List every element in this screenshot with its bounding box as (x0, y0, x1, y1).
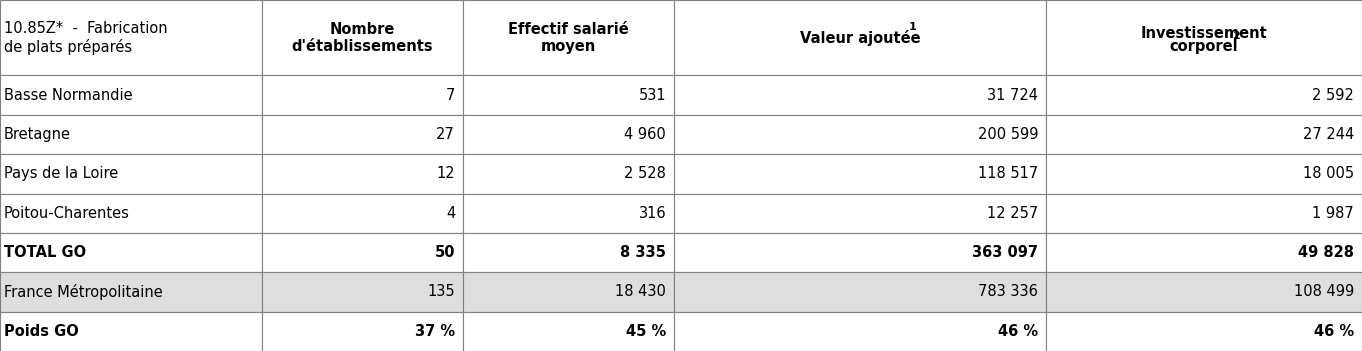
Text: 7: 7 (445, 88, 455, 102)
Text: corporel: corporel (1170, 39, 1238, 54)
Bar (0, 233, 262, 272)
Text: Nombre
d'établissements: Nombre d'établissements (291, 21, 433, 54)
Bar (463, 233, 674, 272)
Text: Bretagne: Bretagne (4, 127, 71, 142)
Bar (1046, 0, 1362, 75)
Text: France Métropolitaine: France Métropolitaine (4, 284, 162, 300)
Bar (262, 154, 463, 193)
Text: 27: 27 (436, 127, 455, 142)
Bar (463, 312, 674, 351)
Bar (463, 115, 674, 154)
Text: Valeur ajoutée: Valeur ajoutée (799, 30, 921, 46)
Bar (0, 272, 262, 312)
Bar (0, 193, 262, 233)
Bar (0, 312, 262, 351)
Text: 118 517: 118 517 (978, 166, 1038, 181)
Text: Poids GO: Poids GO (4, 324, 79, 339)
Text: 200 599: 200 599 (978, 127, 1038, 142)
Text: Pays de la Loire: Pays de la Loire (4, 166, 118, 181)
Bar (262, 115, 463, 154)
Text: Poitou-Charentes: Poitou-Charentes (4, 206, 129, 221)
Bar (463, 272, 674, 312)
Text: Investissement: Investissement (1140, 26, 1268, 40)
Text: 46 %: 46 % (998, 324, 1038, 339)
Text: 108 499: 108 499 (1294, 284, 1354, 299)
Bar (262, 75, 463, 115)
Bar (262, 312, 463, 351)
Bar (0, 154, 262, 193)
Text: 1: 1 (908, 22, 917, 32)
Bar (1046, 312, 1362, 351)
Text: 49 828: 49 828 (1298, 245, 1354, 260)
Bar (674, 75, 1046, 115)
Bar (262, 0, 463, 75)
Text: 8 335: 8 335 (620, 245, 666, 260)
Bar (0, 75, 262, 115)
Text: 18 430: 18 430 (616, 284, 666, 299)
Bar (1046, 272, 1362, 312)
Text: Basse Normandie: Basse Normandie (4, 88, 132, 102)
Bar (674, 154, 1046, 193)
Text: 4 960: 4 960 (624, 127, 666, 142)
Bar (463, 0, 674, 75)
Text: 45 %: 45 % (627, 324, 666, 339)
Text: 2: 2 (1231, 31, 1239, 41)
Bar (463, 154, 674, 193)
Text: 10.85Z*  -  Fabrication
de plats préparés: 10.85Z* - Fabrication de plats préparés (4, 21, 168, 54)
Bar (674, 193, 1046, 233)
Bar (262, 272, 463, 312)
Bar (0, 115, 262, 154)
Text: 12: 12 (436, 166, 455, 181)
Bar (262, 233, 463, 272)
Text: 783 336: 783 336 (978, 284, 1038, 299)
Bar (674, 115, 1046, 154)
Bar (1046, 193, 1362, 233)
Text: 316: 316 (639, 206, 666, 221)
Text: 2 592: 2 592 (1312, 88, 1354, 102)
Bar (674, 312, 1046, 351)
Text: 31 724: 31 724 (987, 88, 1038, 102)
Bar (0, 0, 262, 75)
Bar (262, 193, 463, 233)
Bar (463, 75, 674, 115)
Text: 27 244: 27 244 (1302, 127, 1354, 142)
Text: 12 257: 12 257 (986, 206, 1038, 221)
Text: Effectif salarié
moyen: Effectif salarié moyen (508, 21, 629, 54)
Text: TOTAL GO: TOTAL GO (4, 245, 86, 260)
Bar (1046, 115, 1362, 154)
Text: 135: 135 (428, 284, 455, 299)
Text: 50: 50 (434, 245, 455, 260)
Bar (1046, 75, 1362, 115)
Text: 531: 531 (639, 88, 666, 102)
Bar (674, 272, 1046, 312)
Text: 1 987: 1 987 (1312, 206, 1354, 221)
Bar (463, 193, 674, 233)
Text: 37 %: 37 % (415, 324, 455, 339)
Text: 363 097: 363 097 (972, 245, 1038, 260)
Text: 18 005: 18 005 (1303, 166, 1354, 181)
Text: 46 %: 46 % (1314, 324, 1354, 339)
Text: 4: 4 (445, 206, 455, 221)
Bar (674, 0, 1046, 75)
Bar (1046, 233, 1362, 272)
Bar (1046, 154, 1362, 193)
Bar (674, 233, 1046, 272)
Text: 2 528: 2 528 (624, 166, 666, 181)
